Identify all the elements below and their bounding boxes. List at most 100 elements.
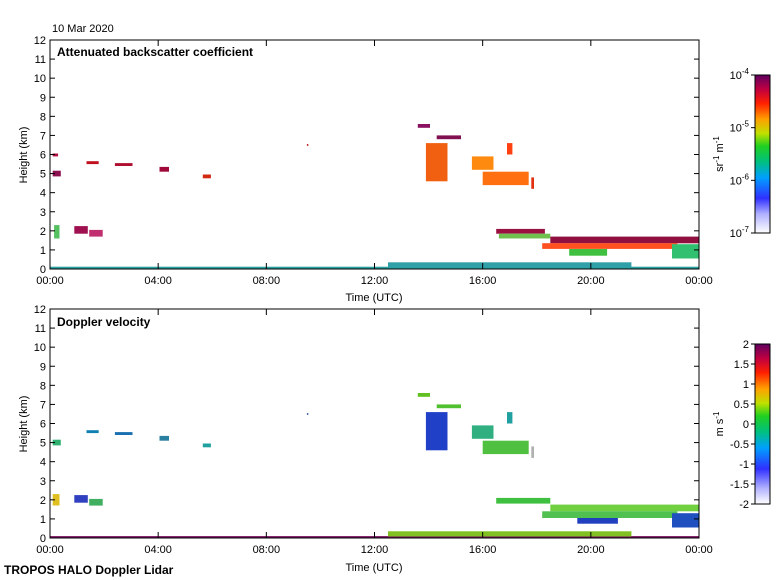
plot-frame (49, 308, 700, 539)
colorbar (754, 74, 771, 234)
y-tick-label: 3 (40, 207, 46, 219)
x-tick-label: 20:00 (577, 275, 605, 287)
y-tick-label: 2 (40, 226, 46, 238)
x-ticks: 00:00 04:00 08:00 12:00 16:00 20:00 00:00 (36, 40, 713, 287)
y-tick-label: 1 (40, 245, 46, 257)
y-tick-label: 5 (40, 438, 46, 450)
y-tick-label: 4 (40, 188, 46, 200)
x-tick-label: 12:00 (361, 275, 389, 287)
colorbar-tick-label: -1.5 (730, 479, 749, 491)
data-region (507, 143, 513, 155)
y-tick-label: 8 (40, 380, 46, 392)
data-region (496, 228, 545, 234)
x-tick-label: 00:00 (685, 275, 713, 287)
data-region (542, 511, 678, 518)
panel-title: Attenuated backscatter coefficient (57, 45, 253, 59)
data-region (89, 498, 103, 506)
data-region (306, 144, 309, 146)
y-tick-label: 1 (40, 514, 46, 526)
colorbar-unit-sr: sr (714, 162, 726, 172)
x-tick-label: 08:00 (253, 275, 281, 287)
colorbar-tick-label: 10-5 (730, 120, 750, 135)
data-region (507, 412, 513, 424)
colorbar-unit: sr-1 m-1 (712, 136, 726, 172)
x-axis-label: Time (UTC) (345, 292, 402, 304)
colorbar-unit: m s-1 (712, 411, 726, 436)
x-tick-label: 00:00 (36, 544, 64, 556)
data-region (52, 494, 60, 506)
colorbar-unit-m: m (714, 143, 726, 152)
colorbar-unit-s-exp: -1 (712, 411, 721, 419)
y-tick-label: 11 (35, 323, 46, 335)
data-region (202, 443, 211, 448)
data-region (542, 243, 678, 249)
colorbar-tick-label: 0.5 (734, 399, 749, 411)
data-region (471, 425, 494, 439)
data-region (569, 249, 608, 256)
plot-frame (49, 39, 700, 270)
y-tick-label: 3 (40, 476, 46, 488)
x-tick-label: 04:00 (144, 544, 172, 556)
data-region (496, 497, 551, 504)
y-tick-label: 9 (40, 361, 46, 373)
y-tick-label: 10 (34, 73, 46, 85)
colorbar-tick-label: -1 (739, 459, 749, 471)
x-tick-label: 00:00 (36, 275, 64, 287)
y-tick-label: 0 (40, 533, 46, 545)
data-region (425, 412, 448, 451)
y-tick-label: 6 (40, 419, 46, 431)
data-region (417, 124, 430, 128)
colorbar-tick-label: 1.5 (734, 359, 749, 371)
data-region (436, 135, 461, 140)
data-region (672, 244, 699, 259)
colorbar-unit-m: m (714, 427, 726, 436)
data-region (388, 262, 632, 268)
y-tick-label: 9 (40, 92, 46, 104)
colorbar-tick-label: 0 (743, 419, 749, 431)
colorbar-unit-s: s (714, 418, 726, 424)
y-tick-label: 12 (34, 35, 46, 47)
data-region (202, 174, 211, 179)
colorbar-tick-label: -2 (739, 499, 749, 511)
data-region (577, 518, 618, 524)
panel-title: Doppler velocity (57, 315, 151, 329)
data-region (52, 170, 61, 177)
x-tick-label: 20:00 (577, 544, 605, 556)
data-region (550, 236, 699, 244)
data-region (54, 225, 60, 239)
y-tick-label: 5 (40, 169, 46, 181)
plot-features (50, 124, 699, 269)
data-region (531, 177, 534, 189)
data-region (425, 143, 448, 182)
y-tick-label: 8 (40, 111, 46, 123)
y-tick-label: 2 (40, 495, 46, 507)
data-region (86, 161, 99, 165)
data-region (388, 531, 632, 537)
data-region (471, 156, 494, 170)
y-tick-label: 7 (40, 130, 46, 142)
y-tick-label: 11 (35, 54, 46, 66)
y-axis-label: Height (km) (18, 127, 30, 184)
colorbar-unit-sr-exp: -1 (712, 155, 721, 163)
data-region (159, 435, 169, 441)
data-region (531, 446, 534, 458)
x-tick-label: 04:00 (144, 275, 172, 287)
data-region (498, 233, 551, 239)
data-region (52, 439, 61, 446)
colorbar-ticks: 10-4 10-5 10-6 10-7 (730, 67, 755, 240)
y-axis-label: Height (km) (18, 396, 30, 453)
colorbar-unit-m-exp: -1 (712, 136, 721, 144)
colorbar-tick-label: -0.5 (730, 439, 749, 451)
data-region (74, 495, 88, 503)
y-tick-label: 7 (40, 399, 46, 411)
colorbar-tick-label: 10-7 (730, 225, 750, 240)
x-tick-label: 00:00 (685, 544, 713, 556)
colorbar-tick-label: 2 (743, 339, 749, 351)
data-region (482, 171, 529, 186)
data-region (89, 229, 103, 237)
colorbar (754, 343, 771, 505)
